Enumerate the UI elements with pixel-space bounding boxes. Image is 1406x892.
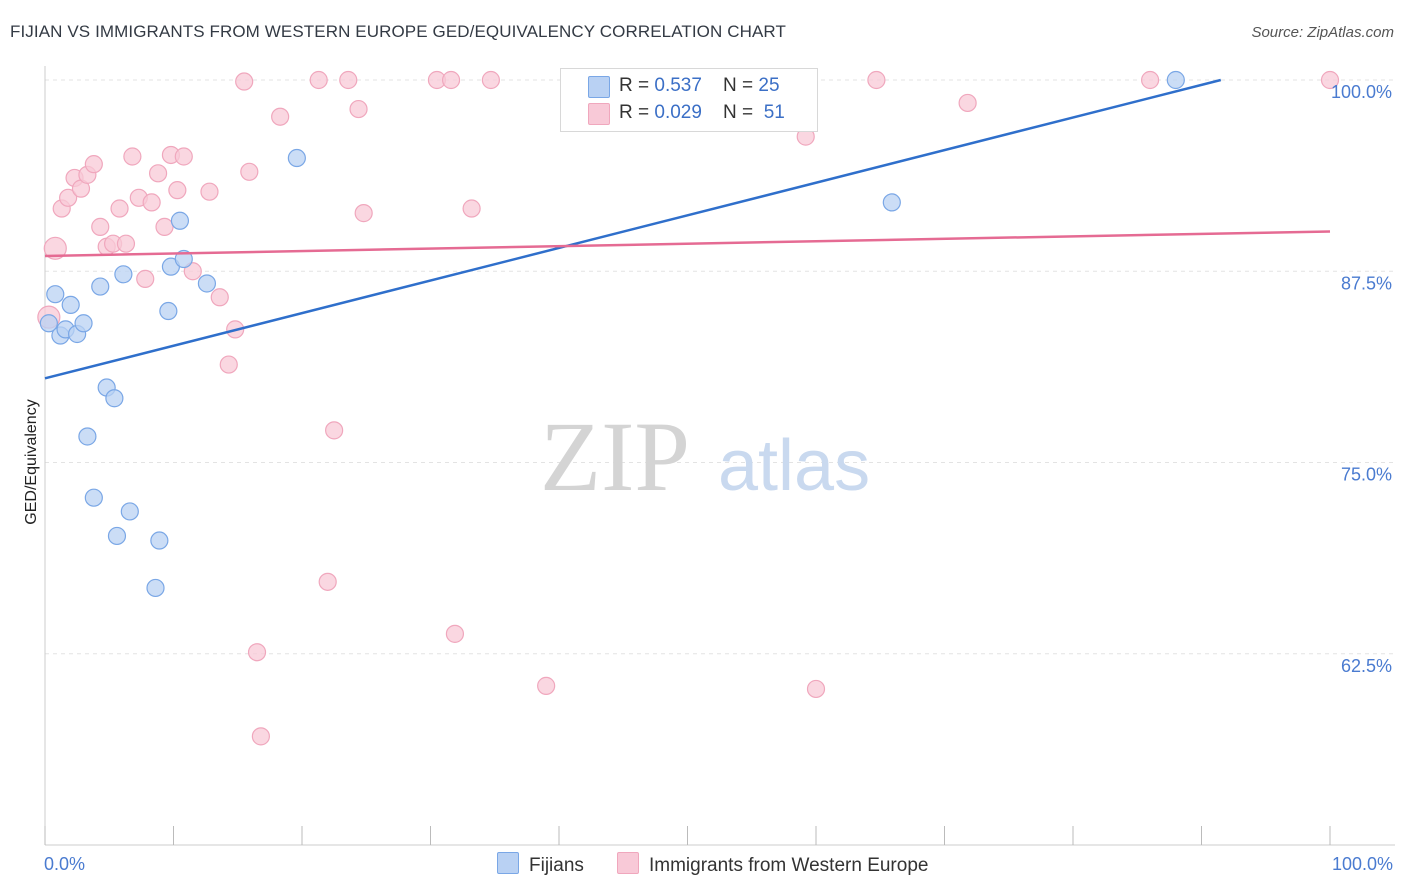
point-fijians-22 [287, 148, 306, 168]
point-fijians-4 [61, 295, 80, 315]
point-fijians-1 [46, 285, 65, 304]
y-tick-label-1: 87.5% [1341, 273, 1392, 293]
point-western-europe-21 [174, 147, 193, 166]
point-western-europe-17 [148, 164, 168, 183]
point-fijians-12 [107, 526, 127, 546]
point-fijians-16 [150, 531, 169, 550]
stats-n-fijians: 25 [758, 75, 780, 96]
point-fijians-23 [882, 193, 901, 212]
point-western-europe-27 [235, 72, 254, 91]
stats-legend-box: R = 0.537 N = 25 R = 0.029 N = 51 [560, 68, 818, 132]
point-western-europe-30 [251, 727, 270, 746]
watermark-zip: ZIP [540, 401, 690, 512]
point-western-europe-12 [116, 234, 136, 253]
point-fijians-17 [159, 301, 178, 321]
point-western-europe-37 [354, 204, 373, 223]
point-fijians-19 [170, 211, 190, 230]
trend-line-western-europe [44, 230, 1331, 258]
point-western-europe-50 [1320, 70, 1340, 90]
source-label: Source: ZipAtlas.com [1251, 24, 1394, 41]
point-western-europe-1 [43, 236, 67, 260]
point-western-europe-8 [91, 217, 110, 236]
point-western-europe-28 [240, 162, 259, 181]
point-western-europe-32 [309, 70, 328, 90]
point-western-europe-43 [537, 676, 556, 695]
watermark: ZIP atlas [540, 401, 870, 512]
point-western-europe-48 [958, 93, 977, 113]
y-tick-label-3: 62.5% [1341, 656, 1392, 676]
point-western-europe-16 [142, 193, 161, 212]
legend-swatch-western-europe [617, 852, 639, 874]
axes [44, 66, 1395, 846]
point-western-europe-20 [168, 181, 187, 200]
point-western-europe-34 [325, 421, 344, 440]
stats-n-western-europe: 51 [763, 102, 785, 123]
stats-r-fijians: 0.537 [654, 75, 702, 96]
y-tick-label-2: 75.0% [1341, 465, 1392, 485]
stats-swatch-western-europe [588, 103, 610, 125]
point-western-europe-7 [84, 155, 103, 174]
chart-title: FIJIAN VS IMMIGRANTS FROM WESTERN EUROPE… [10, 22, 786, 41]
point-western-europe-11 [110, 199, 129, 218]
scatter-points [37, 70, 1340, 746]
stats-swatch-fijians [588, 76, 610, 98]
point-western-europe-23 [200, 182, 219, 201]
x-tick-label-1: 100.0% [1332, 854, 1393, 874]
point-fijians-7 [78, 427, 97, 446]
point-western-europe-24 [210, 288, 229, 307]
tick-labels: 100.0% 87.5% 75.0% 62.5% 0.0% 100.0% [44, 82, 1393, 874]
point-fijians-11 [105, 389, 124, 408]
point-western-europe-36 [349, 99, 368, 119]
point-western-europe-33 [318, 572, 337, 591]
point-western-europe-35 [339, 70, 358, 90]
point-western-europe-42 [481, 70, 500, 90]
point-fijians-15 [146, 578, 165, 598]
point-fijians-9 [91, 277, 110, 296]
point-western-europe-41 [462, 199, 481, 218]
point-western-europe-13 [123, 147, 142, 166]
point-western-europe-25 [219, 355, 238, 374]
point-western-europe-46 [806, 679, 826, 699]
x-tick-label-0: 0.0% [44, 854, 85, 874]
legend-item-western-europe: Immigrants from Western Europe [617, 852, 928, 877]
legend-label-fijians: Fijians [529, 855, 584, 876]
point-western-europe-47 [867, 70, 886, 90]
trend-line-fijians [44, 78, 1222, 380]
point-western-europe-15 [136, 269, 155, 288]
y-axis-label: GED/Equivalency [23, 399, 40, 524]
point-fijians-24 [1166, 70, 1185, 90]
point-western-europe-31 [271, 107, 290, 126]
point-fijians-21 [197, 274, 217, 293]
point-fijians-0 [39, 314, 58, 333]
point-western-europe-39 [441, 70, 461, 90]
point-western-europe-29 [247, 643, 267, 662]
legend-item-fijians: Fijians [497, 852, 584, 877]
y-tick-label-0: 100.0% [1331, 82, 1392, 102]
trend-lines [44, 78, 1331, 380]
legend-label-western-europe: Immigrants from Western Europe [649, 855, 929, 876]
point-fijians-13 [114, 265, 133, 284]
point-fijians-8 [84, 488, 103, 507]
point-western-europe-3 [59, 188, 78, 207]
point-fijians-6 [74, 314, 93, 333]
watermark-atlas: atlas [718, 426, 870, 506]
stats-r-western-europe: 0.029 [654, 102, 702, 123]
legend-swatch-fijians [497, 852, 519, 874]
point-fijians-14 [120, 502, 139, 521]
point-fijians-20 [174, 249, 193, 269]
point-western-europe-22 [183, 262, 202, 281]
point-western-europe-49 [1140, 70, 1160, 90]
point-western-europe-40 [445, 624, 465, 643]
point-western-europe-18 [155, 217, 174, 236]
